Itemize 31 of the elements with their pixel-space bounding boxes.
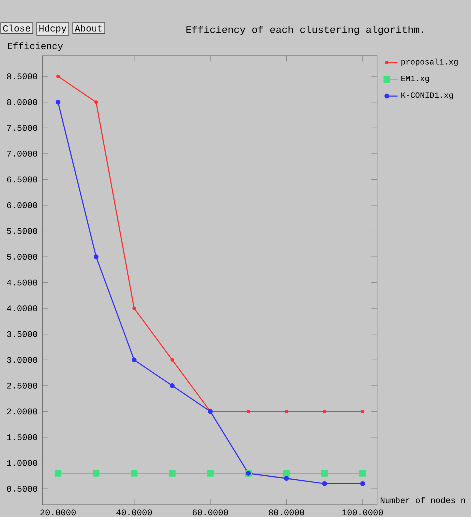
x-tick-label: 80.0000	[269, 510, 304, 516]
y-tick-label: 7.5000	[7, 125, 38, 132]
text: Close	[3, 24, 30, 32]
y-tick-label: 5.5000	[7, 228, 38, 234]
x-tick-label: 60.0000	[193, 510, 228, 516]
x-axis-title: Number of nodes n	[380, 497, 466, 504]
y-tick-label: 7.0000	[7, 151, 38, 157]
y-tick-label: 3.0000	[7, 357, 38, 364]
x-tick-label: 20.0000	[40, 510, 76, 516]
y-tick-label: 2.0000	[7, 408, 38, 415]
legend-label: proposal1.xg	[402, 58, 458, 66]
legend-label: K-CONID1.xg	[402, 92, 454, 100]
y-tick-label: 8.5000	[7, 74, 38, 80]
y-tick-label: 3.5000	[7, 331, 38, 338]
y-tick-label: 5.0000	[7, 254, 38, 260]
y-tick-label: 1.5000	[7, 434, 38, 440]
y-tick-label: 2.5000	[7, 382, 38, 389]
x-tick-label: 100.0000	[342, 510, 384, 516]
text: About	[74, 24, 102, 32]
x-tick-label: 40.0000	[116, 510, 152, 516]
y-axis-title: Efficiency	[8, 42, 64, 52]
y-tick-label: 6.0000	[7, 202, 38, 208]
legend-label: EM1.xg	[402, 76, 430, 83]
y-tick-label: 0.5000	[7, 486, 38, 492]
y-tick-label: 4.5000	[7, 280, 38, 286]
chart-title: Efficiency of each clustering algorithm.	[186, 26, 424, 36]
y-tick-label: 4.0000	[7, 306, 38, 312]
y-tick-label: 1.0000	[7, 460, 38, 466]
y-tick-label: 6.5000	[7, 176, 38, 183]
text: Hdcpy	[40, 24, 67, 34]
y-tick-label: 8.0000	[7, 99, 38, 106]
